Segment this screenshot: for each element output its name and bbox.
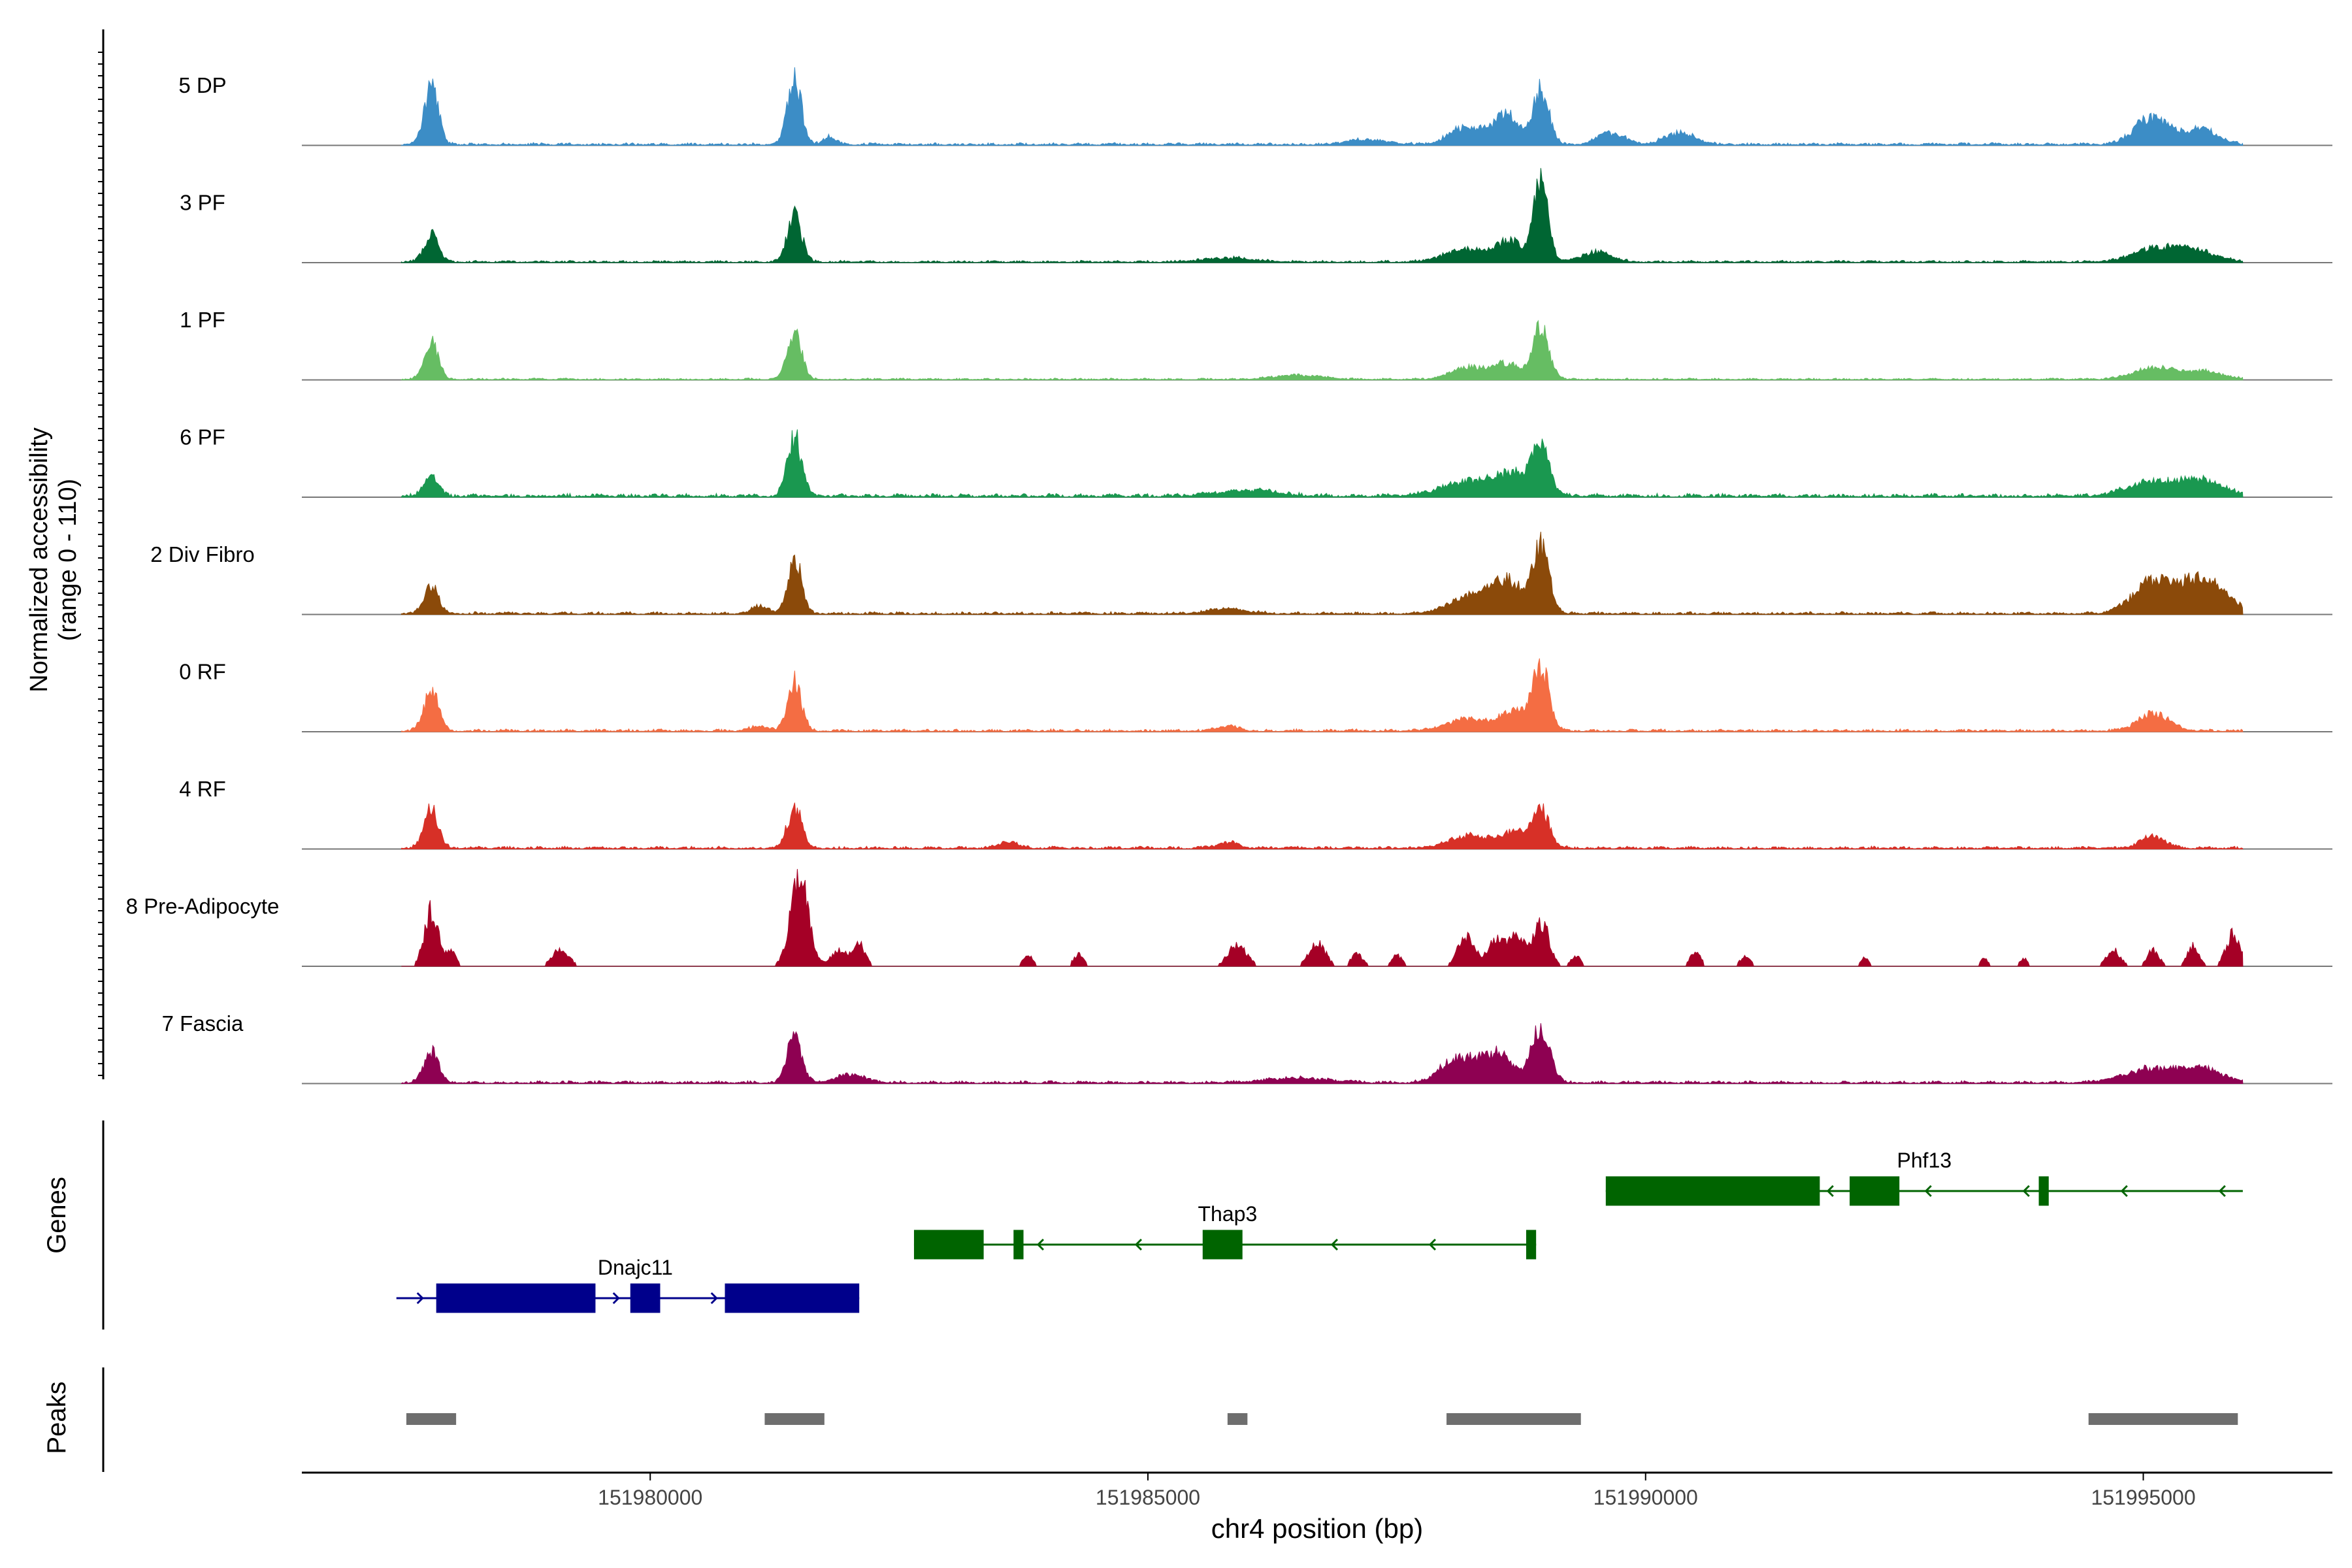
gene-strand-arrow bbox=[1924, 1184, 1932, 1198]
track-3-pf: 3 PF bbox=[180, 168, 2332, 263]
track-area bbox=[400, 531, 2244, 615]
peak-region bbox=[1227, 1413, 1248, 1425]
gene-strand-arrow bbox=[2120, 1184, 2128, 1198]
track-8-pre-adipocyte: 8 Pre-Adipocyte bbox=[126, 869, 2332, 967]
track-label: 6 PF bbox=[180, 425, 225, 449]
gene-exon bbox=[1526, 1230, 1537, 1260]
peaks-panel: Peaks bbox=[42, 1367, 2238, 1472]
gene-strand-arrow bbox=[1826, 1184, 1834, 1198]
track-label: 2 Div Fibro bbox=[150, 542, 255, 566]
peak-region bbox=[764, 1413, 825, 1425]
track-0-rf: 0 RF bbox=[179, 658, 2332, 733]
track-label: 3 PF bbox=[180, 191, 225, 215]
track-2-div-fibro: 2 Div Fibro bbox=[150, 531, 2332, 615]
gene-exon bbox=[630, 1283, 661, 1313]
track-area bbox=[400, 802, 2244, 850]
track-7-fascia: 7 Fascia bbox=[162, 1011, 2332, 1085]
gene-label: Phf13 bbox=[1897, 1149, 1952, 1172]
gene-exon bbox=[436, 1283, 596, 1313]
track-label: 4 RF bbox=[179, 777, 226, 801]
gene-exon bbox=[1605, 1176, 1820, 1206]
gene-strand-arrow bbox=[1428, 1238, 1437, 1251]
track-6-pf: 6 PF bbox=[180, 425, 2332, 498]
peak-region bbox=[1446, 1413, 1581, 1425]
x-tick-label: 151985000 bbox=[1096, 1486, 1200, 1509]
track-label: 8 Pre-Adipocyte bbox=[126, 894, 280, 919]
gene-exon bbox=[1202, 1230, 1243, 1260]
gene-exon bbox=[913, 1230, 984, 1260]
gene-label: Dnajc11 bbox=[598, 1256, 673, 1279]
track-label: 0 RF bbox=[179, 660, 226, 684]
track-4-rf: 4 RF bbox=[179, 777, 2332, 850]
track-area bbox=[400, 1023, 2244, 1085]
gene-strand-arrow bbox=[1134, 1238, 1143, 1251]
track-label: 7 Fascia bbox=[162, 1011, 244, 1036]
gene-exon bbox=[1850, 1176, 1900, 1206]
y-axis-label: Normalized accessibility (range 0 - 110) bbox=[25, 427, 82, 692]
x-tick-label: 151980000 bbox=[598, 1486, 702, 1509]
peaks-track-label: Peaks bbox=[42, 1381, 71, 1454]
gene-strand-arrow bbox=[1330, 1238, 1339, 1251]
gene-strand-arrow bbox=[612, 1292, 620, 1305]
gene-dnajc11: Dnajc11 bbox=[396, 1256, 860, 1313]
gene-strand-arrow bbox=[416, 1292, 424, 1305]
x-tick-label: 151990000 bbox=[1593, 1486, 1698, 1509]
gene-strand-arrow bbox=[2218, 1184, 2226, 1198]
x-axis: chr4 position (bp) 151980000 151985000 151… bbox=[302, 1471, 2332, 1544]
track-label: 1 PF bbox=[180, 308, 225, 332]
gene-exon bbox=[1013, 1230, 1024, 1260]
peak-region bbox=[2088, 1413, 2238, 1425]
track-1-pf: 1 PF bbox=[180, 308, 2332, 381]
track-label: 5 DP bbox=[178, 73, 226, 97]
gene-strand-arrow bbox=[2022, 1184, 2030, 1198]
gene-exon bbox=[725, 1283, 860, 1313]
x-tick-label: 151995000 bbox=[2091, 1486, 2195, 1509]
x-axis-title: chr4 position (bp) bbox=[1211, 1513, 1424, 1544]
track-area bbox=[400, 429, 2244, 498]
y-axis-label-line-1: Normalized accessibility bbox=[25, 427, 53, 692]
genes-panel: Genes Dnajc11 Thap3 Phf13 bbox=[42, 1120, 2243, 1330]
track-5-dp: 5 DP bbox=[178, 67, 2332, 146]
track-area bbox=[400, 319, 2244, 381]
gene-phf13: Phf13 bbox=[1605, 1149, 2243, 1206]
track-area bbox=[400, 658, 2244, 733]
gene-strand-arrow bbox=[1036, 1238, 1045, 1251]
coverage-tracks: 5 DP 3 PF 1 PF 6 PF 2 Div Fibro 0 RF 4 RF 8 Pre… bbox=[126, 67, 2332, 1085]
gene-strand-arrow bbox=[710, 1292, 718, 1305]
genes-track-label: Genes bbox=[42, 1177, 71, 1254]
gene-thap3: Thap3 bbox=[913, 1202, 1537, 1260]
y-axis-label-line-2: (range 0 - 110) bbox=[54, 479, 82, 642]
track-area bbox=[400, 168, 2244, 263]
track-area bbox=[400, 67, 2244, 146]
coverage-y-axis bbox=[98, 29, 105, 1079]
gene-exon bbox=[2038, 1176, 2049, 1206]
gene-label: Thap3 bbox=[1198, 1202, 1258, 1226]
peak-region bbox=[406, 1413, 457, 1425]
track-area bbox=[401, 869, 2244, 967]
